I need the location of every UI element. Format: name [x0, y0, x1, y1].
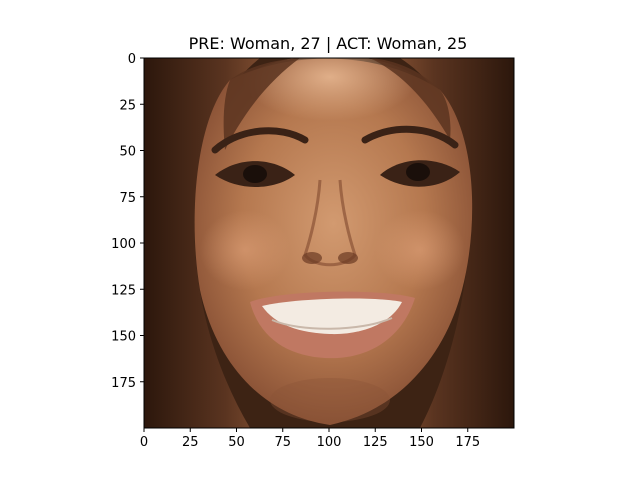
figure-title: PRE: Woman, 27 | ACT: Woman, 25: [189, 34, 468, 53]
x-tick-label: 150: [409, 435, 434, 450]
x-axis: 0 25 50 75 100 125 150 175: [140, 428, 480, 450]
y-tick-label: 100: [111, 237, 136, 252]
x-tick-label: 100: [317, 435, 342, 450]
y-tick-label: 150: [111, 330, 136, 345]
x-tick-label: 175: [455, 435, 480, 450]
x-tick-label: 50: [228, 435, 245, 450]
y-tick-label: 75: [119, 191, 136, 206]
y-tick-label: 0: [128, 52, 136, 67]
y-tick-label: 50: [119, 145, 136, 160]
face-image: [144, 58, 514, 428]
x-tick-label: 25: [182, 435, 199, 450]
y-tick-label: 25: [119, 98, 136, 113]
y-tick-label: 175: [111, 376, 136, 391]
x-tick-label: 75: [274, 435, 291, 450]
x-tick-label: 125: [363, 435, 388, 450]
y-axis: 0 25 50 75 100 125 150 175: [111, 52, 144, 391]
y-tick-label: 125: [111, 283, 136, 298]
x-tick-label: 0: [140, 435, 148, 450]
